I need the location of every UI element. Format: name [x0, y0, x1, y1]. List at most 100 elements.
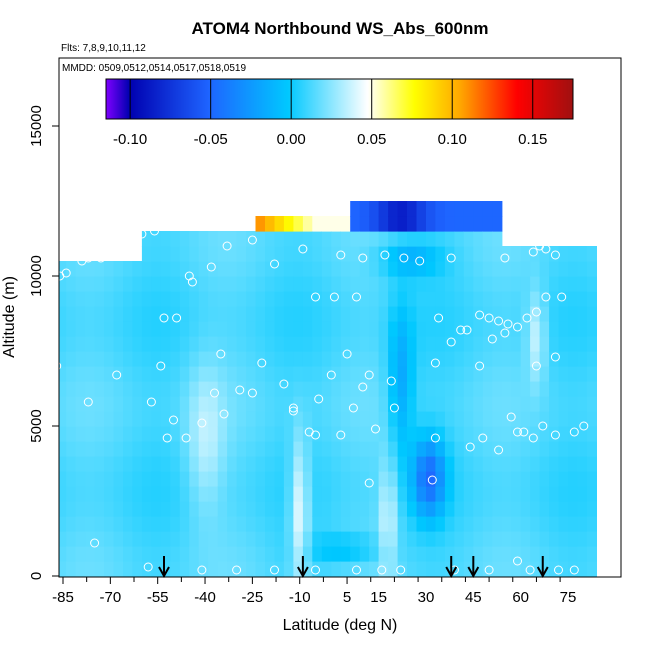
heatmap-cell — [340, 516, 351, 532]
heatmap-cell — [577, 351, 588, 367]
heatmap-cell — [312, 246, 323, 262]
heatmap-cell — [123, 531, 134, 547]
heatmap-cell — [501, 456, 512, 472]
heatmap-cell — [255, 276, 266, 292]
heatmap-cell — [293, 396, 304, 412]
heatmap-cell — [435, 381, 446, 397]
heatmap-cell — [369, 336, 380, 352]
heatmap-cell — [549, 411, 560, 427]
observation-point — [446, 337, 456, 347]
heatmap-cell — [549, 366, 560, 382]
heatmap-cell — [511, 516, 522, 532]
heatmap-cell — [179, 231, 190, 247]
heatmap-cell — [416, 381, 427, 397]
heatmap-cell — [530, 291, 541, 307]
heatmap-cell — [283, 426, 294, 442]
heatmap-cell — [350, 306, 361, 322]
heatmap-cell — [160, 441, 171, 457]
heatmap-cell — [331, 261, 342, 277]
heatmap-cell — [577, 261, 588, 277]
heatmap-cell — [75, 321, 86, 337]
heatmap-cell — [274, 516, 285, 532]
heatmap-cell — [388, 201, 399, 217]
observation-point — [364, 370, 374, 380]
heatmap-cell — [530, 561, 541, 577]
heatmap-cell — [492, 486, 503, 502]
heatmap-cell — [104, 456, 115, 472]
heatmap-cell — [426, 216, 437, 232]
heatmap-cell — [141, 336, 152, 352]
heatmap-cell — [132, 261, 143, 277]
observation-point — [352, 292, 361, 302]
heatmap-cell — [444, 276, 455, 292]
heatmap-cell — [586, 276, 597, 292]
heatmap-cell — [568, 321, 579, 337]
observation-point — [197, 565, 207, 575]
heatmap-cell — [426, 366, 437, 382]
heatmap-cell — [539, 306, 550, 322]
heatmap-cell — [141, 261, 152, 277]
heatmap-cell — [331, 366, 342, 382]
x-tick-label: -85 — [52, 589, 74, 606]
heatmap-cell — [85, 501, 96, 517]
heatmap-cell — [283, 381, 294, 397]
heatmap-cell — [444, 336, 455, 352]
profile-marker-arrow — [445, 556, 458, 579]
heatmap-cell — [435, 486, 446, 502]
heatmap-cell — [113, 411, 124, 427]
heatmap-cell — [283, 456, 294, 472]
heatmap-cell — [265, 276, 276, 292]
heatmap-cell — [407, 216, 418, 232]
heatmap-cell — [132, 321, 143, 337]
heatmap-cell — [123, 501, 134, 517]
observation-point — [169, 415, 178, 425]
heatmap-cell — [312, 321, 323, 337]
heatmap-cell — [359, 411, 370, 427]
heatmap-cell — [473, 321, 484, 337]
heatmap-cell — [340, 246, 351, 262]
heatmap-cell — [378, 336, 389, 352]
heatmap-cell — [94, 321, 105, 337]
heatmap-cell — [132, 351, 143, 367]
heatmap-cell — [492, 246, 503, 262]
heatmap-cell — [151, 531, 162, 547]
heatmap-cell — [530, 261, 541, 277]
heatmap-cell — [492, 231, 503, 247]
heatmap-cell — [265, 321, 276, 337]
heatmap-cell — [208, 366, 219, 382]
x-tick-label: -10 — [289, 589, 311, 606]
heatmap-cell — [454, 396, 465, 412]
heatmap-cell — [94, 351, 105, 367]
heatmap-cell — [321, 231, 332, 247]
observation-point — [371, 424, 380, 434]
observation-point — [96, 253, 106, 263]
heatmap-cell — [454, 231, 465, 247]
heatmap-cell — [104, 546, 115, 562]
heatmap-cell — [331, 426, 342, 442]
heatmap-cell — [321, 531, 332, 547]
heatmap-cell — [227, 321, 238, 337]
heatmap-cell — [208, 471, 219, 487]
profile-marker-arrow — [467, 556, 480, 579]
heatmap-cell — [520, 426, 531, 442]
heatmap-cell — [302, 216, 313, 232]
heatmap-cell — [435, 261, 446, 277]
heatmap-cell — [378, 306, 389, 322]
heatmap-cell — [407, 561, 418, 577]
heatmap-cell — [151, 456, 162, 472]
heatmap-cell — [85, 351, 96, 367]
heatmap-cell — [179, 456, 190, 472]
heatmap-cell — [331, 276, 342, 292]
heatmap-cell — [160, 276, 171, 292]
heatmap-cell — [236, 456, 247, 472]
observation-point — [434, 313, 444, 323]
heatmap-cell — [246, 426, 257, 442]
heatmap-cell — [265, 351, 276, 367]
heatmap-cell — [473, 351, 484, 367]
heatmap-cell — [340, 306, 351, 322]
heatmap-cell — [170, 531, 181, 547]
heatmap-cell — [397, 201, 408, 217]
heatmap-cell — [454, 441, 465, 457]
heatmap-cell — [283, 531, 294, 547]
heatmap-cell — [321, 426, 332, 442]
